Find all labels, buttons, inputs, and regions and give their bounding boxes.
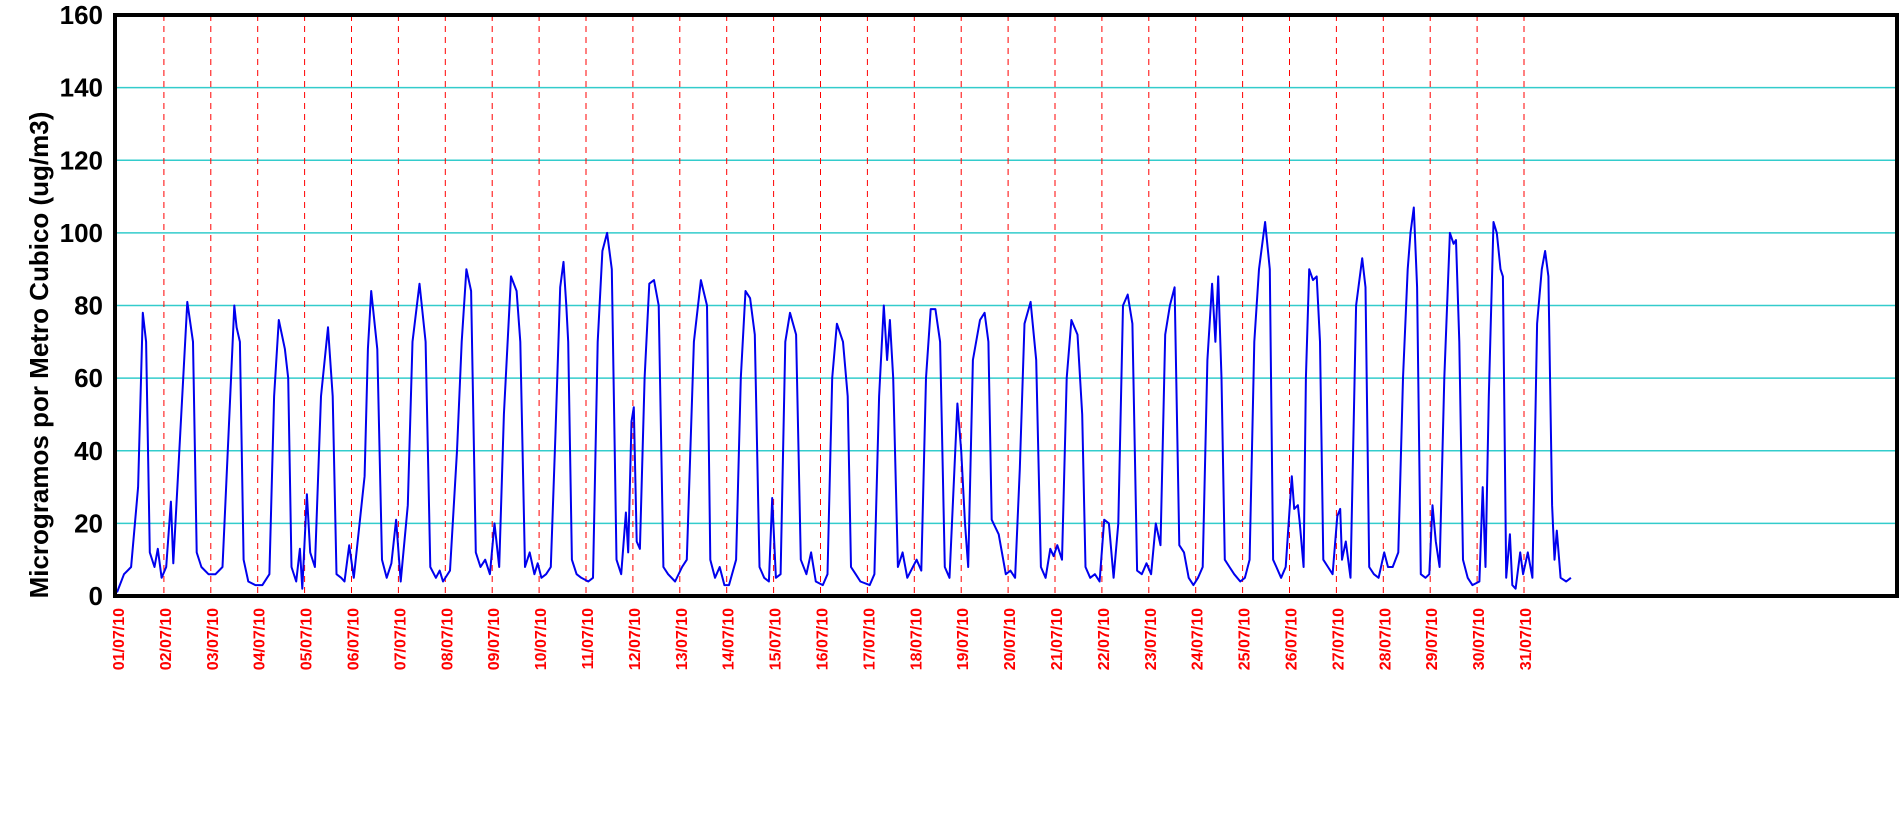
x-tick-label: 04/07/10 (252, 608, 269, 670)
x-tick-label: 11/07/10 (580, 608, 597, 670)
series-layer (116, 206, 1572, 593)
x-tick-label: 12/07/10 (627, 608, 644, 670)
y-tick-label: 40 (74, 436, 103, 466)
x-tick-label: 10/07/10 (533, 608, 550, 670)
y-tick-label: 120 (60, 145, 103, 175)
x-tick-label: 26/07/10 (1284, 608, 1301, 670)
y-tick-label: 0 (89, 581, 103, 611)
series-line (116, 206, 1572, 593)
x-tick-label: 06/07/10 (346, 608, 363, 670)
x-tick-label: 23/07/10 (1143, 608, 1160, 670)
x-tick-label: 01/07/10 (111, 608, 128, 670)
x-tick-label: 14/07/10 (721, 608, 738, 670)
y-tick-label: 100 (60, 218, 103, 248)
x-tick-label: 20/07/10 (1002, 608, 1019, 670)
x-tick-label: 28/07/10 (1377, 608, 1394, 670)
x-tick-label: 27/07/10 (1330, 608, 1347, 670)
x-tick-label: 03/07/10 (205, 608, 222, 670)
x-tick-label: 08/07/10 (439, 608, 456, 670)
y-tick-label: 20 (74, 508, 103, 538)
x-tick-label: 17/07/10 (861, 608, 878, 670)
y-tick-label: 160 (60, 0, 103, 30)
x-tick-label: 21/07/10 (1049, 608, 1066, 670)
x-tick-label: 09/07/10 (486, 608, 503, 670)
x-tick-label: 07/07/10 (392, 608, 409, 670)
x-tick-label: 25/07/10 (1237, 608, 1254, 670)
x-tick-label: 02/07/10 (158, 608, 175, 670)
x-tick-labels: 01/07/10 02/07/10 03/07/10 04/07/10 05/07/10… (111, 608, 1535, 670)
y-tick-labels: 0 20 40 60 80 100 120 140 160 (60, 0, 103, 611)
x-tick-label: 31/07/10 (1518, 608, 1535, 670)
x-tick-label: 22/07/10 (1096, 608, 1113, 670)
x-tick-label: 13/07/10 (674, 608, 691, 670)
y-tick-label: 80 (74, 291, 103, 321)
y-axis-label: Microgramos por Metro Cubico (ug/m3) (24, 112, 54, 599)
y-tick-label: 140 (60, 73, 103, 103)
x-tick-label: 18/07/10 (908, 608, 925, 670)
x-tick-label: 30/07/10 (1471, 608, 1488, 670)
x-tick-label: 15/07/10 (768, 608, 785, 670)
y-tick-label: 60 (74, 363, 103, 393)
x-tick-label: 05/07/10 (299, 608, 316, 670)
grid-layer (115, 15, 1897, 596)
x-tick-label: 16/07/10 (815, 608, 832, 670)
plot-area-frame (113, 13, 1899, 598)
x-tick-label: 24/07/10 (1190, 608, 1207, 670)
x-tick-label: 19/07/10 (955, 608, 972, 670)
x-tick-label: 29/07/10 (1424, 608, 1441, 670)
